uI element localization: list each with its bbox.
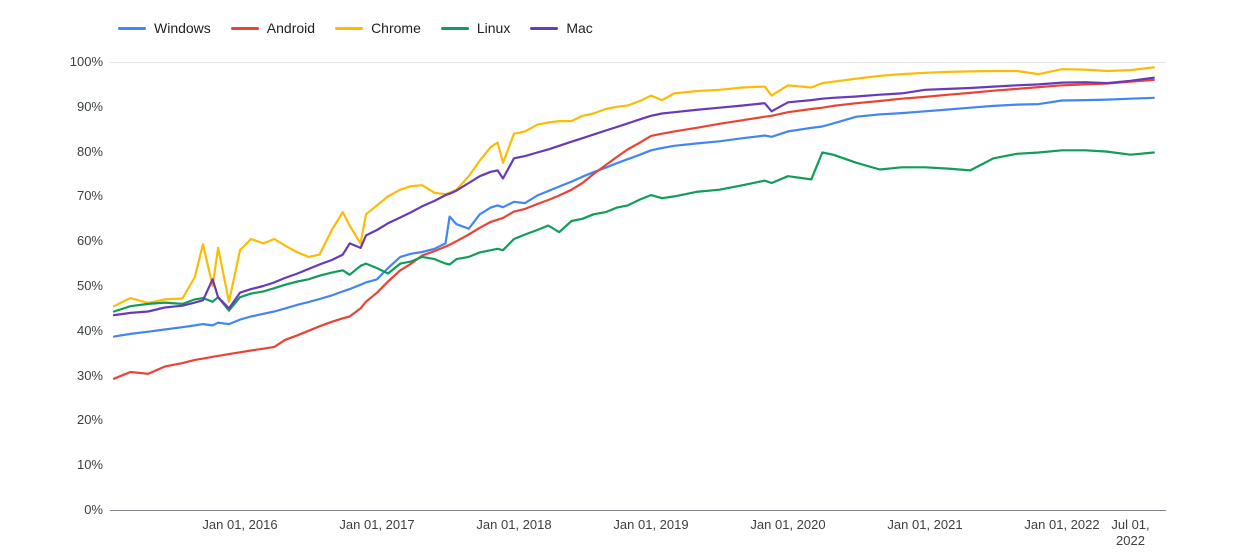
y-axis-tick-label: 20%	[76, 412, 103, 428]
y-axis-tick-label: 90%	[76, 98, 103, 114]
y-axis-tick-label: 80%	[76, 143, 103, 159]
x-axis-tick-label: Jan 01, 2020	[750, 517, 826, 532]
chart-legend: Windows Android Chrome Linux Mac	[118, 20, 593, 37]
legend-label: Windows	[154, 20, 211, 36]
mac-series-swatch-icon	[530, 27, 559, 30]
legend-label: Mac	[566, 20, 593, 36]
x-axis-tick-label: Jan 01, 2018	[476, 517, 552, 532]
android-series-swatch-icon	[230, 27, 259, 30]
x-axis-tick-label: Jan 01, 2022	[1024, 517, 1100, 532]
series-line-android[interactable]	[112, 78, 1155, 380]
series-line-linux[interactable]	[112, 149, 1155, 313]
legend-item-chrome[interactable]: Chrome	[335, 20, 421, 37]
x-axis-tick-label: Jan 01, 2019	[613, 517, 689, 532]
legend-item-linux[interactable]: Linux	[440, 20, 511, 37]
y-axis-tick-label: 70%	[76, 188, 103, 204]
x-axis-tick-label: Jul 01, 2022	[1111, 517, 1150, 548]
y-axis-tick-label: 30%	[76, 367, 103, 383]
y-axis-tick-label: 40%	[76, 322, 103, 338]
y-axis-tick-label: 60%	[76, 233, 103, 249]
y-axis-tick-label: 50%	[76, 278, 103, 293]
y-axis-tick-label: 0%	[84, 502, 103, 517]
windows-series-swatch-icon	[118, 27, 146, 30]
legend-item-android[interactable]: Android	[230, 20, 316, 37]
legend-label: Chrome	[371, 20, 421, 36]
y-axis-tick-label: 100%	[69, 54, 103, 69]
x-axis-tick-label: Jan 01, 2021	[887, 517, 963, 532]
y-axis-tick-label: 10%	[76, 457, 103, 473]
legend-item-windows[interactable]: Windows	[118, 20, 211, 37]
linux-series-swatch-icon	[440, 27, 469, 30]
series-line-windows[interactable]	[112, 96, 1155, 338]
legend-label: Android	[266, 20, 316, 36]
legend-label: Linux	[476, 20, 511, 36]
series-line-chrome[interactable]	[112, 66, 1155, 308]
x-axis-tick-label: Jan 01, 2016	[202, 517, 278, 532]
x-axis-tick-label: Jan 01, 2017	[339, 517, 415, 532]
legend-item-mac[interactable]: Mac	[530, 20, 593, 37]
chrome-series-swatch-icon	[335, 27, 364, 30]
series-line-mac[interactable]	[112, 76, 1155, 317]
